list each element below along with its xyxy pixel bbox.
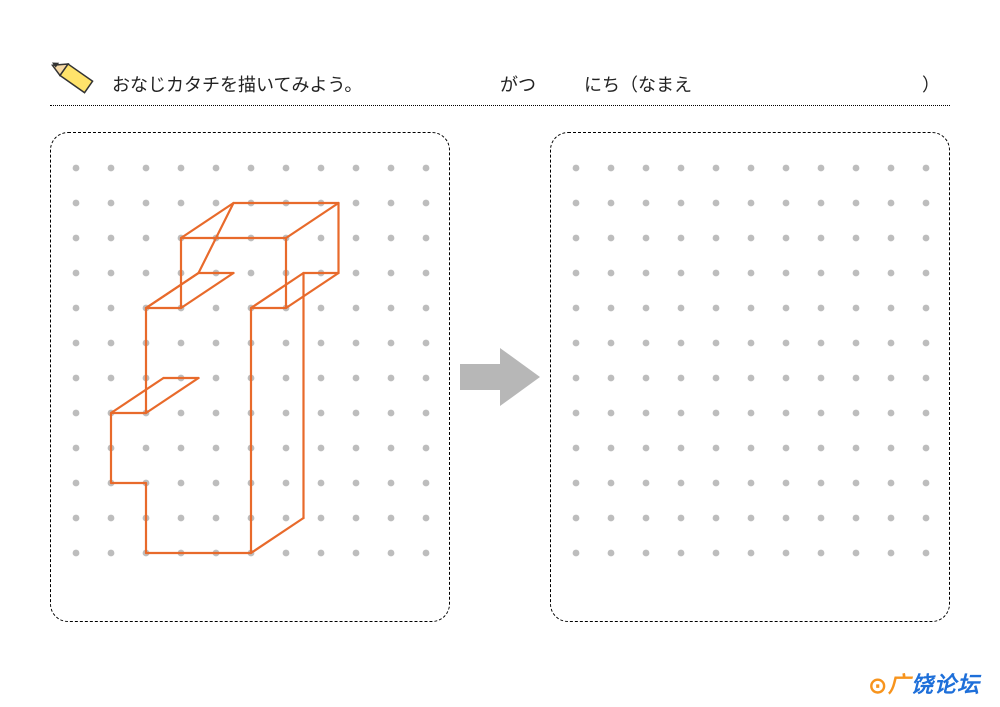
arrow-icon xyxy=(455,342,545,412)
example-grid xyxy=(51,133,451,623)
day-name-label: にち（なまえ ） xyxy=(584,71,940,97)
example-panel xyxy=(50,132,450,622)
watermark: ⊙广饶论坛 xyxy=(869,667,980,699)
instruction-text: おなじカタチを描いてみよう。 xyxy=(112,71,362,97)
practice-grid[interactable] xyxy=(551,133,951,623)
worksheet-header: おなじカタチを描いてみよう。 がつ にち（なまえ ） xyxy=(50,62,950,106)
pencil-icon xyxy=(50,62,102,106)
month-label: がつ xyxy=(500,71,536,97)
date-name-area: がつ にち（なまえ ） xyxy=(500,71,950,97)
practice-panel xyxy=(550,132,950,622)
